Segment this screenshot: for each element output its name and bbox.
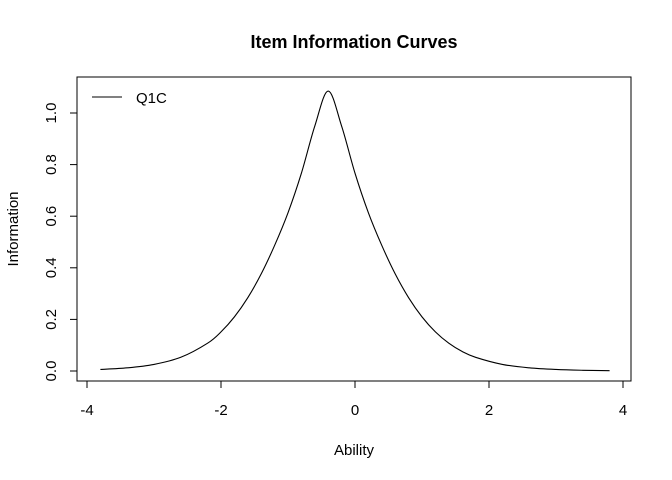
y-tick-label: 0.2 [43, 309, 60, 330]
y-axis-label: Information [5, 191, 22, 266]
y-axis-ticks: 0.0 0.2 0.4 0.6 0.8 1.0 [43, 103, 77, 382]
y-tick-label: 0.0 [43, 361, 60, 382]
series-layer [100, 90, 610, 372]
x-axis-label: Ability [334, 442, 375, 459]
legend: Q1C [92, 90, 167, 107]
x-axis-ticks: -4 -2 0 2 4 [80, 381, 627, 419]
x-tick-label: 0 [351, 402, 359, 419]
y-tick-label: 1.0 [43, 103, 60, 124]
y-tick-label: 0.6 [43, 206, 60, 227]
y-tick-label: 0.4 [43, 257, 60, 278]
legend-label-q1c: Q1C [136, 90, 167, 107]
x-tick-label: -4 [80, 402, 93, 419]
x-tick-label: 4 [619, 402, 627, 419]
chart-title: Item Information Curves [250, 32, 457, 52]
plot-frame [76, 76, 632, 382]
series-line-q1c [100, 90, 610, 372]
x-tick-label: -2 [214, 402, 227, 419]
y-tick-label: 0.8 [43, 154, 60, 175]
x-tick-label: 2 [485, 402, 493, 419]
